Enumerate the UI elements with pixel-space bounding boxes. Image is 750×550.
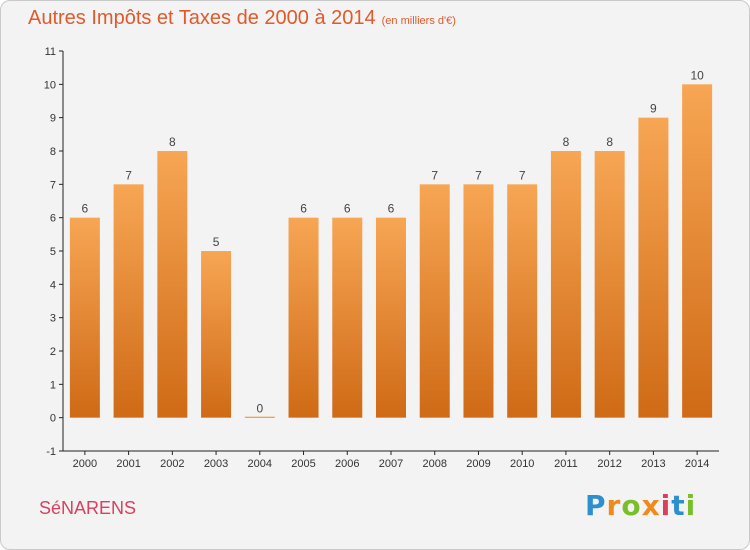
bar	[463, 184, 494, 418]
y-tick-label: 9	[50, 113, 56, 125]
logo-letter: x	[641, 489, 661, 522]
y-tick-label: 6	[50, 213, 56, 225]
y-tick-label: 7	[50, 179, 56, 191]
bar	[288, 217, 319, 418]
chart-unit: (en milliers d'€)	[381, 15, 456, 27]
x-tick-label: 2003	[204, 458, 228, 470]
proxiti-logo[interactable]: Proxiti	[585, 489, 696, 522]
bar	[550, 151, 581, 418]
bar-value-label: 6	[344, 202, 351, 216]
bar	[113, 184, 144, 418]
bar	[594, 151, 625, 418]
bar-value-label: 6	[388, 202, 395, 216]
y-tick-label: 11	[45, 46, 56, 58]
bar-value-label: 7	[519, 168, 526, 182]
bar	[332, 217, 363, 418]
logo-letter: t	[671, 489, 686, 522]
bar-value-label: 7	[125, 168, 132, 182]
bar	[376, 217, 406, 418]
x-tick-label: 2014	[685, 458, 709, 470]
x-tick-label: 2001	[116, 458, 140, 470]
x-tick-label: 2009	[466, 458, 490, 470]
bar	[157, 151, 188, 418]
bar	[682, 84, 713, 418]
x-tick-label: 2002	[160, 458, 184, 470]
x-tick-label: 2010	[510, 458, 534, 470]
bar-value-label: 7	[475, 168, 482, 182]
bar-value-label: 0	[256, 402, 263, 416]
bar	[69, 217, 100, 418]
title-text: Autres Impôts et Taxes de 2000 à 2014	[28, 7, 376, 29]
logo-letter: i	[685, 489, 697, 522]
bar	[201, 251, 232, 418]
y-tick-label: 1	[50, 379, 56, 391]
x-tick-label: 2007	[379, 458, 403, 470]
y-tick-label: -1	[46, 446, 56, 458]
bar-value-label: 6	[82, 202, 89, 216]
x-tick-label: 2000	[73, 458, 97, 470]
chart-title: Autres Impôts et Taxes de 2000 à 2014 (en…	[28, 7, 456, 30]
bar-value-label: 5	[213, 235, 220, 249]
bar	[638, 117, 669, 418]
logo-letter: i	[660, 489, 672, 522]
y-tick-label: 3	[50, 313, 56, 325]
commune-name: SéNARENS	[39, 498, 137, 518]
y-tick-label: 5	[50, 246, 56, 258]
bar	[507, 184, 538, 418]
x-tick-label: 2004	[248, 458, 272, 470]
logo-letter: r	[606, 489, 622, 522]
bar-value-label: 9	[650, 102, 657, 116]
bar-value-label: 7	[431, 168, 438, 182]
y-tick-label: 0	[50, 413, 56, 425]
x-tick-label: 2008	[422, 458, 446, 470]
y-tick-label: 10	[44, 79, 56, 91]
bar	[419, 184, 450, 418]
x-tick-label: 2012	[597, 458, 621, 470]
bar-value-label: 6	[300, 202, 307, 216]
x-tick-label: 2005	[291, 458, 315, 470]
bar-value-label: 8	[169, 135, 176, 149]
y-tick-label: 4	[50, 279, 56, 291]
x-tick-label: 2006	[335, 458, 359, 470]
logo-letter: o	[621, 489, 642, 522]
y-tick-label: 2	[50, 346, 56, 358]
bar-value-label: 10	[690, 68, 704, 82]
x-tick-label: 2011	[554, 458, 578, 470]
y-tick-label: 8	[50, 146, 56, 158]
bar-value-label: 8	[563, 135, 570, 149]
x-tick-label: 2013	[641, 458, 665, 470]
bar	[244, 416, 275, 418]
bar-value-label: 8	[606, 135, 613, 149]
logo-letter: P	[585, 489, 607, 522]
